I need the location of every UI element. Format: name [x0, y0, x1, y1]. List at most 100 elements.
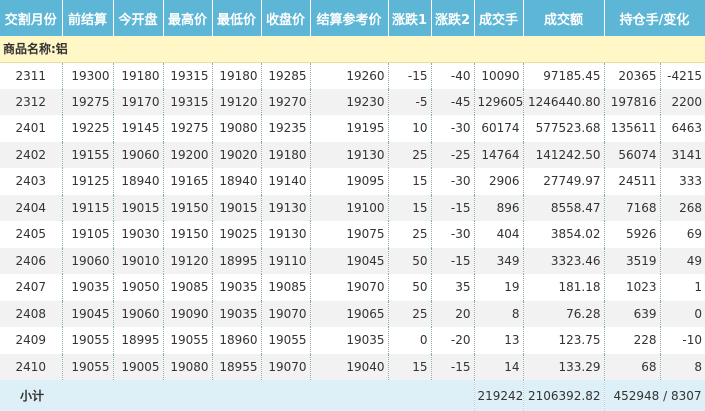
- cell: 639: [604, 300, 661, 327]
- cell: 2406: [0, 247, 63, 274]
- cell: -30: [431, 221, 475, 248]
- cell: -5: [388, 88, 432, 115]
- cell: 8: [660, 353, 705, 380]
- cell: 19285: [261, 62, 311, 89]
- cell: -20: [431, 327, 475, 354]
- cell: 19035: [62, 274, 114, 301]
- cell: 129605: [474, 88, 524, 115]
- cell: 333: [679, 174, 702, 189]
- cell: 19070: [310, 274, 389, 301]
- cell: 50: [388, 274, 432, 301]
- cell: 25: [388, 300, 432, 327]
- cell: 20: [431, 300, 475, 327]
- cell: 69: [686, 227, 702, 242]
- cell: 3323.46: [523, 247, 605, 274]
- cell: 2403: [0, 168, 63, 195]
- cell: 135611: [604, 115, 661, 142]
- cell: 19115: [62, 194, 114, 221]
- cell: 181.18: [523, 274, 605, 301]
- cell: 19010: [113, 247, 164, 274]
- data-row: 2312 19275 19170 19315 19120 19270 19230 -5 -45 1…: [0, 88, 705, 115]
- cell: 19130: [261, 221, 311, 248]
- cell: 19015: [113, 194, 164, 221]
- cell: 19020: [212, 141, 262, 168]
- cell: 19155: [62, 141, 114, 168]
- cell: 0: [388, 327, 432, 354]
- cell: 19: [474, 274, 524, 301]
- cell: -4215: [667, 68, 702, 83]
- cell: 19230: [310, 88, 389, 115]
- cell: 19085: [163, 274, 213, 301]
- cell: 49: [660, 247, 705, 274]
- cell: 15: [388, 353, 432, 380]
- column-header: 最低价: [212, 0, 262, 36]
- cell: 19275: [62, 88, 114, 115]
- cell: 8: [474, 300, 524, 327]
- cell: 19030: [113, 221, 164, 248]
- cell: 228: [604, 327, 661, 354]
- cell: 10090: [474, 62, 524, 89]
- cell: 19080: [163, 353, 213, 380]
- data-row: 2402 19155 19060 19200 19020 19180 19130 25 -25 1…: [0, 141, 705, 168]
- cell: 19065: [310, 300, 389, 327]
- cell: 19035: [212, 274, 262, 301]
- cell: 19180: [261, 141, 311, 168]
- cell: 19195: [310, 115, 389, 142]
- cell: 14: [474, 353, 524, 380]
- subtotal-row: 小计 219242 2106392.82 452948 / 8307: [0, 380, 705, 411]
- cell: 6463: [671, 121, 702, 136]
- cell: -30: [431, 115, 475, 142]
- cell: 56074: [604, 141, 661, 168]
- cell: 19130: [261, 194, 311, 221]
- subtotal-volume: 219242: [474, 380, 524, 411]
- cell: 19120: [212, 88, 262, 115]
- cell: 18995: [212, 247, 262, 274]
- cell: 2409: [0, 327, 63, 354]
- cell: 19145: [113, 115, 164, 142]
- section-title: 商品名称:铝: [0, 36, 705, 63]
- cell: 15: [388, 194, 432, 221]
- cell: 2407: [0, 274, 63, 301]
- cell: 20365: [604, 62, 661, 89]
- column-header: 最高价: [163, 0, 213, 36]
- cell: 3854.02: [523, 221, 605, 248]
- cell: -15: [431, 247, 475, 274]
- cell: 19180: [212, 62, 262, 89]
- subtotal-open-interest: 452948 / 8307: [604, 380, 705, 411]
- cell: 19260: [310, 62, 389, 89]
- cell: 19165: [163, 168, 213, 195]
- cell: 1: [694, 280, 702, 295]
- cell: 7168: [604, 194, 661, 221]
- cell: 19180: [113, 62, 164, 89]
- data-row: 2410 19055 19005 19080 18955 19070 19040 15 -15 1…: [0, 353, 705, 380]
- column-header: 收盘价: [261, 0, 311, 36]
- column-header: 交割月份: [0, 0, 63, 36]
- cell: 18960: [212, 327, 262, 354]
- cell: -25: [431, 141, 475, 168]
- cell: 19170: [113, 88, 164, 115]
- cell: 19140: [261, 168, 311, 195]
- cell: 2408: [0, 300, 63, 327]
- column-header: 成交手: [474, 0, 524, 36]
- cell: 19055: [163, 327, 213, 354]
- cell: 19060: [62, 247, 114, 274]
- cell: 76.28: [523, 300, 605, 327]
- cell: 2401: [0, 115, 63, 142]
- data-row: 2403 19125 18940 19165 18940 19140 19095 15 -30 2…: [0, 168, 705, 195]
- data-row: 2409 19055 18995 19055 18960 19055 19035 0 -20 13…: [0, 327, 705, 354]
- column-header: 今开盘: [113, 0, 164, 36]
- data-row: 2401 19225 19145 19275 19080 19235 19195 10 -30 6…: [0, 115, 705, 142]
- cell: 19060: [113, 300, 164, 327]
- cell: 1023: [604, 274, 661, 301]
- cell: 19070: [261, 300, 311, 327]
- cell: 19015: [212, 194, 262, 221]
- cell: 19090: [163, 300, 213, 327]
- subtotal-turnover: 2106392.82: [523, 380, 605, 411]
- cell: 13: [474, 327, 524, 354]
- cell: 2410: [0, 353, 63, 380]
- cell: 19275: [163, 115, 213, 142]
- cell: 577523.68: [523, 115, 605, 142]
- cell: 349: [474, 247, 524, 274]
- cell: 19120: [163, 247, 213, 274]
